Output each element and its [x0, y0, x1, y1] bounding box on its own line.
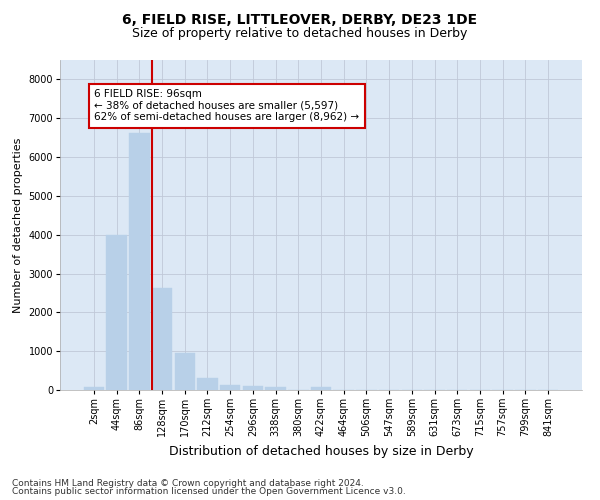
Bar: [265, 388, 286, 390]
Bar: [152, 288, 172, 390]
Text: Size of property relative to detached houses in Derby: Size of property relative to detached ho…: [133, 28, 467, 40]
X-axis label: Distribution of detached houses by size in Derby: Distribution of detached houses by size …: [169, 445, 473, 458]
Bar: [197, 378, 218, 390]
Bar: [220, 384, 241, 390]
Bar: [242, 386, 263, 390]
Y-axis label: Number of detached properties: Number of detached properties: [13, 138, 23, 312]
Text: Contains HM Land Registry data © Crown copyright and database right 2024.: Contains HM Land Registry data © Crown c…: [12, 478, 364, 488]
Text: 6, FIELD RISE, LITTLEOVER, DERBY, DE23 1DE: 6, FIELD RISE, LITTLEOVER, DERBY, DE23 1…: [122, 12, 478, 26]
Bar: [84, 387, 104, 390]
Text: 6 FIELD RISE: 96sqm
← 38% of detached houses are smaller (5,597)
62% of semi-det: 6 FIELD RISE: 96sqm ← 38% of detached ho…: [94, 89, 359, 122]
Bar: [129, 133, 149, 390]
Bar: [311, 386, 331, 390]
Bar: [106, 236, 127, 390]
Bar: [175, 352, 195, 390]
Text: Contains public sector information licensed under the Open Government Licence v3: Contains public sector information licen…: [12, 487, 406, 496]
